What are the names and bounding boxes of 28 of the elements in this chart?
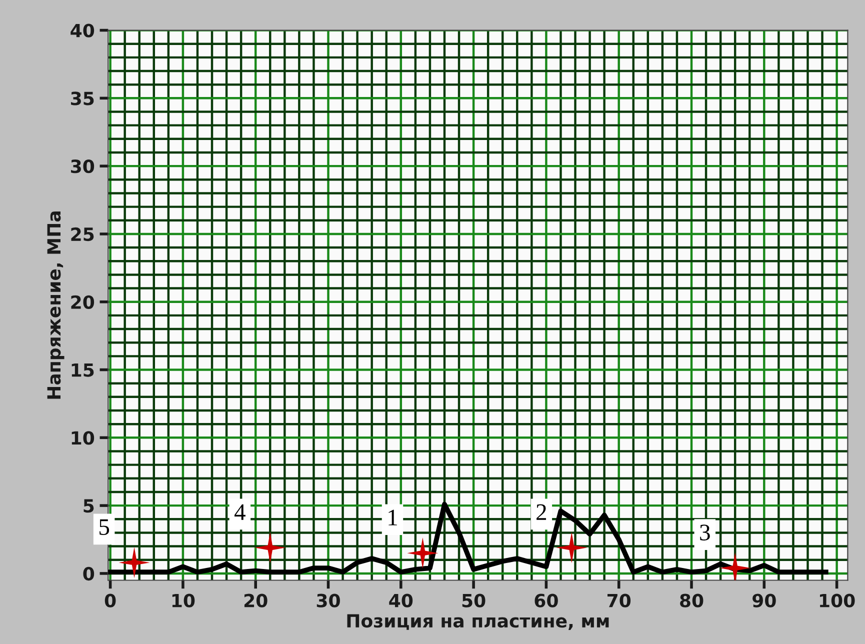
x-tick-label: 30 <box>316 594 340 608</box>
annotation: 5 <box>100 519 110 536</box>
x-tick-label: 40 <box>389 594 413 608</box>
x-tick-label: 50 <box>462 594 486 608</box>
x-tick-label: 90 <box>752 594 776 608</box>
annotation: 3 <box>700 524 710 540</box>
annotation: 2 <box>536 504 546 520</box>
x-tick-label: 20 <box>244 594 268 608</box>
y-tick-label: 40 <box>70 24 94 38</box>
annotation: 4 <box>234 504 246 520</box>
y-tick-label: 5 <box>84 499 94 513</box>
x-axis-title: Позиция на пластине, мм <box>347 614 609 630</box>
y-tick-label: 35 <box>71 92 94 106</box>
y-axis-title: Напряжение, МПа <box>47 212 64 399</box>
x-tick-label: 100 <box>820 594 855 608</box>
y-tick-label: 15 <box>72 363 94 377</box>
x-tick-label: 60 <box>534 594 558 608</box>
line-series <box>108 502 828 575</box>
x-tick-label: 70 <box>608 594 631 608</box>
y-tick-label: 10 <box>72 431 94 445</box>
x-tick-label: 10 <box>172 594 195 608</box>
x-tick-label: 80 <box>680 594 704 608</box>
y-tick-label: 20 <box>71 295 94 309</box>
y-tick-label: 30 <box>71 160 94 174</box>
x-tick-label: 0 <box>104 594 116 608</box>
y-tick-label: 0 <box>83 566 94 581</box>
y-tick-label: 25 <box>71 227 94 242</box>
annotation: 1 <box>388 510 397 526</box>
